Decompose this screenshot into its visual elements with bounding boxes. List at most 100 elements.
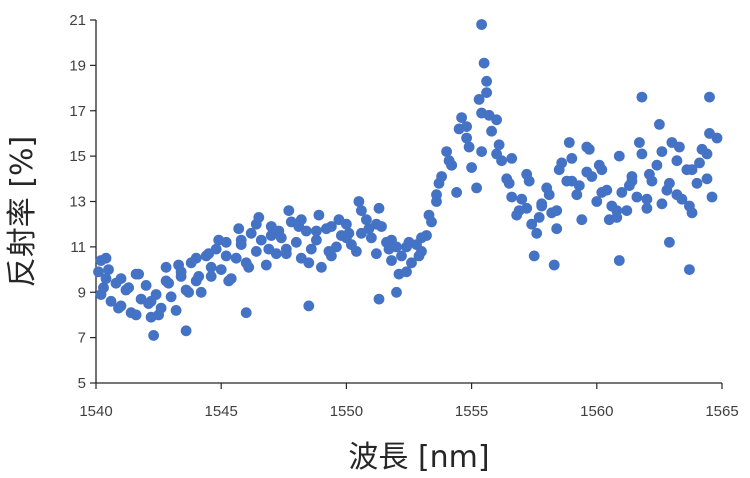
data-point (473, 94, 485, 105)
data-point (481, 87, 492, 98)
data-point (503, 177, 515, 189)
x-tick-label: 1545 (205, 403, 238, 420)
data-point (290, 236, 302, 248)
data-point (265, 230, 277, 241)
data-point (316, 261, 327, 273)
x-axis-title: 波長 [nm] (348, 440, 489, 475)
data-point (461, 121, 472, 132)
data-point (531, 227, 543, 239)
y-tick-label: 19 (69, 57, 86, 74)
data-point (656, 146, 668, 158)
data-point (175, 271, 187, 282)
data-point (476, 146, 487, 158)
data-point (113, 302, 124, 314)
data-point (240, 307, 252, 319)
data-point (170, 305, 182, 316)
y-tick-label: 5 (78, 375, 86, 392)
data-point (664, 236, 675, 248)
data-point (621, 205, 633, 217)
data-point (613, 255, 625, 266)
data-point (326, 221, 337, 232)
data-point (701, 148, 713, 160)
y-tick-label: 21 (69, 12, 86, 29)
data-point (491, 114, 502, 126)
data-point (203, 248, 215, 260)
y-axis-title: 反射率 [%] (5, 136, 40, 287)
data-point (323, 246, 335, 257)
data-point (533, 212, 545, 223)
data-point (611, 205, 623, 217)
data-point (553, 164, 565, 176)
data-point (215, 264, 227, 275)
y-tick-label: 7 (78, 330, 86, 347)
data-point (496, 155, 507, 167)
data-point (295, 214, 307, 226)
data-point (93, 266, 104, 278)
data-points (93, 19, 723, 341)
data-point (280, 248, 292, 260)
data-point (311, 234, 322, 246)
data-point (471, 182, 482, 194)
data-point (493, 139, 505, 151)
data-point (536, 200, 548, 212)
data-point (160, 275, 172, 287)
data-point (193, 271, 205, 282)
data-point (366, 232, 377, 244)
data-point (391, 286, 402, 298)
data-point (446, 159, 457, 171)
data-point (311, 225, 322, 237)
data-point (386, 255, 397, 266)
data-point (526, 218, 538, 230)
data-point (664, 177, 675, 189)
data-point (173, 259, 185, 271)
data-point (396, 250, 407, 262)
data-point (223, 275, 235, 287)
data-point (631, 191, 643, 203)
data-point (706, 191, 718, 203)
data-point (353, 196, 365, 207)
data-point (593, 159, 605, 171)
data-point (571, 189, 583, 201)
data-point (634, 137, 645, 148)
data-point (233, 223, 245, 235)
data-point (704, 91, 715, 103)
data-point (416, 232, 427, 244)
data-point (451, 187, 462, 198)
data-point (456, 112, 467, 123)
data-point (591, 196, 603, 207)
data-point (548, 259, 560, 271)
data-point (103, 264, 114, 275)
data-point (636, 148, 648, 160)
data-point (684, 264, 695, 275)
y-tick-label: 17 (69, 103, 86, 120)
data-point (333, 214, 345, 226)
data-point (581, 166, 593, 178)
data-point (656, 198, 668, 210)
data-point (513, 205, 525, 217)
data-point (423, 209, 435, 221)
data-point (401, 241, 412, 253)
data-point (644, 168, 655, 180)
data-point (461, 132, 472, 144)
data-point (160, 261, 172, 273)
data-point (130, 309, 142, 321)
data-point (478, 57, 490, 69)
data-point (133, 268, 145, 280)
data-point (626, 175, 638, 187)
data-point (393, 268, 405, 280)
y-tick-label: 13 (69, 194, 86, 211)
data-point (583, 143, 595, 155)
data-point (195, 286, 207, 298)
data-point (303, 300, 315, 312)
data-point (123, 282, 134, 294)
data-point (413, 250, 425, 262)
data-point (165, 291, 177, 303)
data-point (603, 214, 615, 226)
data-point (694, 157, 705, 169)
x-tick-label: 1550 (330, 403, 363, 420)
data-point (521, 168, 533, 180)
data-point (616, 187, 628, 198)
data-point (671, 189, 683, 201)
data-point (205, 261, 217, 273)
